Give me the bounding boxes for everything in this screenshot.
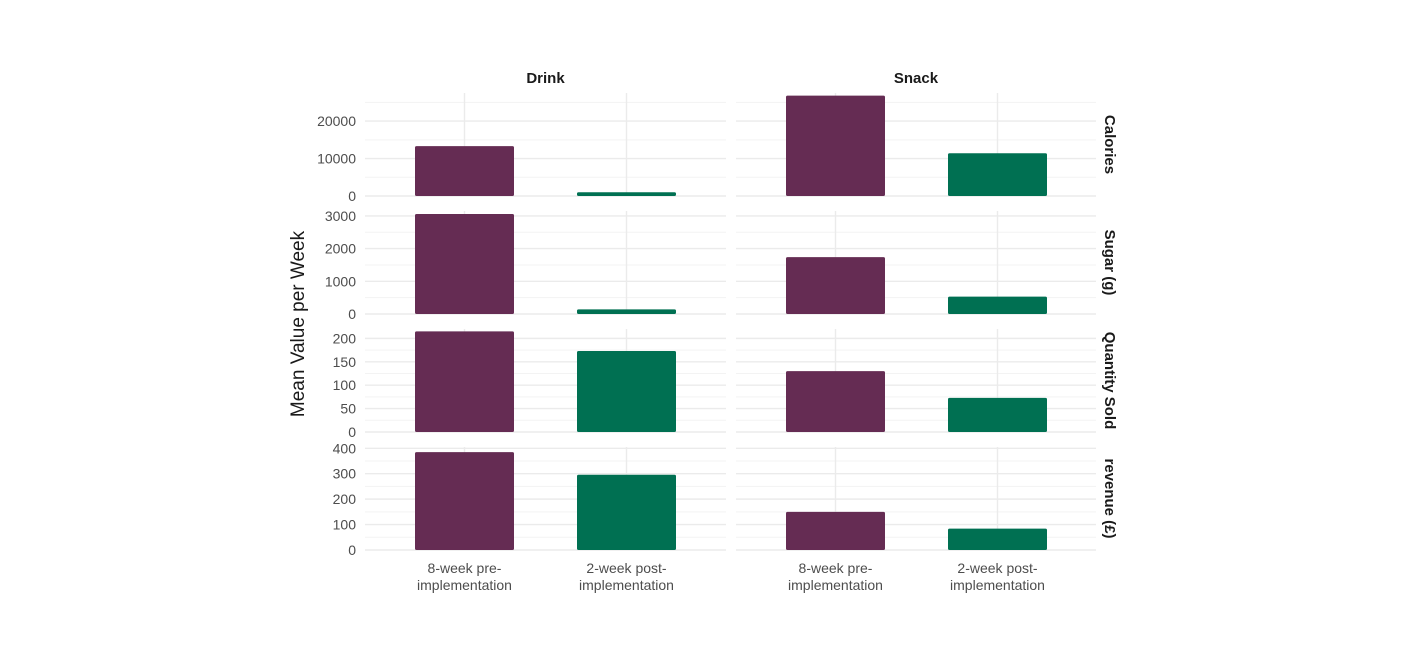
y-tick-label: 150 [333,354,357,370]
bar-drink-sugar-g-post [577,309,676,314]
y-tick-label: 0 [348,306,356,322]
bar-snack-sugar-g-pre [786,257,885,314]
bar-drink-calories-pre [415,146,514,196]
x-tick-label-line: implementation [579,577,674,593]
facet-label-revenue: revenue (£) [1101,458,1118,538]
x-tick-label: 2-week post-implementation [579,560,674,593]
bar-drink-quantity-sold-post [577,351,676,432]
y-tick-label: 3000 [325,208,356,224]
y-tick-label: 10000 [317,151,356,167]
x-tick-label: 8-week pre-implementation [788,560,883,593]
y-tick-label: 0 [348,424,356,440]
x-tick-label-line: 2-week post- [957,560,1037,576]
x-tick-label-line: implementation [417,577,512,593]
y-tick-label: 300 [333,466,357,482]
x-tick-label: 2-week post-implementation [950,560,1045,593]
x-tick-label-line: 8-week pre- [428,560,502,576]
y-tick-label: 100 [333,517,357,533]
x-tick-label-line: implementation [788,577,883,593]
y-tick-label: 0 [348,188,356,204]
y-tick-label: 200 [333,330,357,346]
facet-label-calories: Calories [1101,115,1118,174]
bar-snack-sugar-g-post [948,296,1047,314]
y-axis-title: Mean Value per Week [288,230,309,417]
y-tick-label: 50 [340,401,356,417]
x-tick-label-line: implementation [950,577,1045,593]
bar-snack-calories-post [948,153,1047,196]
facet-label-quantity-sold: Quantity Sold [1101,332,1118,430]
y-tick-label: 2000 [325,241,356,257]
bar-snack-revenue-post [948,528,1047,550]
facet-label-snack: Snack [894,70,939,87]
bar-snack-revenue-pre [786,511,885,550]
y-tick-label: 400 [333,440,357,456]
bar-drink-revenue-post [577,474,676,550]
y-tick-label: 0 [348,542,356,558]
facet-label-sugar-g: Sugar (g) [1101,230,1118,296]
bar-snack-calories-pre [786,95,885,196]
x-tick-label-line: 2-week post- [586,560,666,576]
bar-snack-quantity-sold-pre [786,371,885,432]
bar-drink-quantity-sold-pre [415,331,514,432]
x-tick-label: 8-week pre-implementation [417,560,512,593]
bar-layer [415,95,1047,550]
x-tick-label-line: 8-week pre- [799,560,873,576]
bar-drink-sugar-g-pre [415,213,514,314]
y-tick-label: 200 [333,491,357,507]
bar-drink-revenue-pre [415,452,514,550]
bar-snack-quantity-sold-post [948,397,1047,432]
facet-label-drink: Drink [526,70,565,87]
y-tick-label: 100 [333,377,357,393]
y-tick-label: 20000 [317,113,356,129]
bar-drink-calories-post [577,192,676,196]
y-tick-label: 1000 [325,273,356,289]
